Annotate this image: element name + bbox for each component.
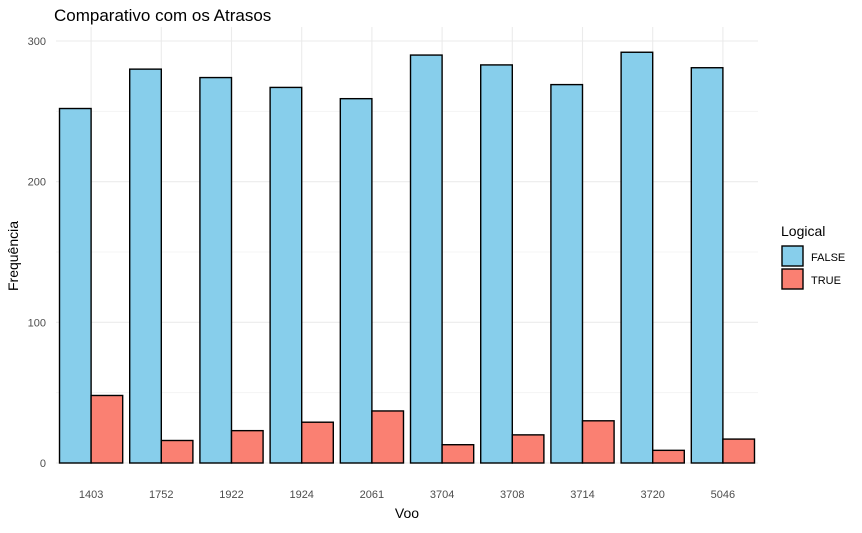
bar-false-5046 [690, 67, 724, 464]
x-tick-label: 3708 [500, 489, 524, 501]
legend-key-true [781, 268, 804, 290]
y-tick-label: 200 [28, 177, 46, 189]
axis-layer: 0 100 200 300 1403 1752 1922 1924 2061 3704 3708 37… [28, 36, 736, 501]
x-tick-label: 1403 [79, 489, 103, 501]
bar-false-1924 [269, 86, 303, 464]
bar-false-1922 [199, 76, 233, 464]
bar-true-3720 [652, 449, 685, 464]
bar-true-3714 [581, 420, 615, 464]
x-tick-label: 2061 [360, 489, 384, 501]
x-tick-label: 1924 [289, 489, 313, 501]
legend-items: FALSE TRUE [781, 245, 845, 290]
legend-title: Logical [781, 223, 825, 239]
x-tick-label: 1752 [149, 489, 173, 501]
bar-true-5046 [722, 438, 756, 464]
x-tick-label: 3704 [430, 489, 454, 501]
bar-false-3708 [480, 64, 513, 464]
y-tick-label: 0 [40, 458, 46, 470]
chart-title: Comparativo com os Atrasos [54, 6, 271, 25]
x-tick-label: 3714 [570, 489, 594, 501]
bar-true-1403 [90, 394, 124, 464]
bar-false-1403 [58, 107, 92, 464]
x-axis-title: Voo [395, 505, 419, 521]
x-tick-label: 1922 [219, 489, 243, 501]
x-tick-label: 3720 [640, 489, 664, 501]
bar-false-3714 [550, 83, 584, 464]
bar-true-2061 [371, 410, 405, 464]
legend: Logical FALSE TRUE [781, 223, 845, 290]
bar-true-1752 [160, 439, 194, 464]
y-tick-label: 300 [28, 36, 46, 48]
bar-false-3720 [620, 51, 654, 464]
y-tick-label: 100 [28, 317, 46, 329]
bar-false-3704 [409, 54, 443, 464]
bar-true-3704 [441, 444, 475, 464]
x-tick-label: 5046 [711, 489, 735, 501]
bar-false-1752 [129, 68, 163, 464]
bars-layer [58, 51, 756, 464]
bar-true-1922 [230, 429, 264, 464]
legend-key-false [781, 245, 804, 267]
legend-label-true: TRUE [811, 275, 841, 287]
bar-false-2061 [339, 97, 373, 464]
y-axis-title: Frequência [5, 221, 21, 291]
bar-true-1924 [301, 421, 334, 464]
bar-true-3708 [511, 434, 545, 464]
legend-label-false: FALSE [811, 252, 845, 264]
